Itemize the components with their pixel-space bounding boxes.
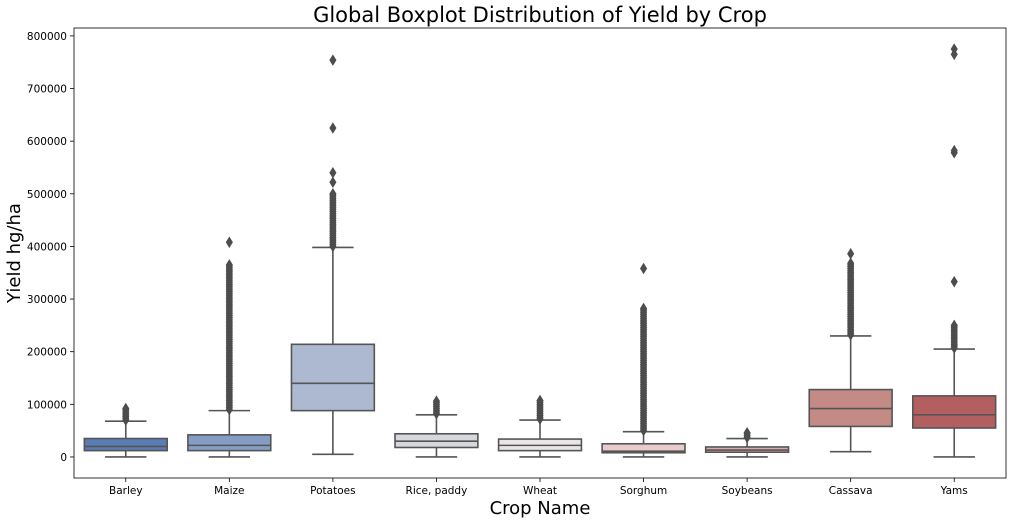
x-tick-label: Rice, paddy: [406, 485, 468, 497]
outlier-point: [950, 275, 958, 288]
outlier-point: [847, 257, 855, 270]
x-tick-label: Barley: [109, 485, 143, 497]
x-tick-label: Yams: [940, 485, 968, 497]
outlier-point: [847, 248, 855, 260]
x-tick-label: Soybeans: [722, 485, 773, 497]
y-tick-label: 200000: [27, 347, 67, 359]
box-iqr: [187, 434, 272, 452]
plot-area: 0 100000 200000 300000 400000 500000 600000 700…: [27, 27, 1007, 497]
y-tick-label: 100000: [27, 399, 67, 411]
y-tick-label: 700000: [27, 84, 67, 96]
x-tick-label: Sorghum: [620, 485, 667, 497]
outlier-point: [432, 395, 440, 407]
box-iqr: [601, 442, 686, 454]
x-tick-label: Wheat: [523, 485, 557, 497]
chart-title: Global Boxplot Distribution of Yield by …: [313, 3, 767, 27]
y-axis-label: Yield hg/ha: [4, 203, 25, 304]
y-tick-label: 0: [60, 452, 67, 464]
outlier-point: [329, 54, 337, 66]
y-tick-label: 800000: [27, 31, 67, 43]
outlier-point: [743, 426, 751, 439]
outlier-point: [225, 259, 233, 271]
outlier-point: [950, 43, 958, 55]
outlier-point: [640, 302, 648, 315]
x-tick-label: Cassava: [829, 485, 873, 497]
box-iqr: [911, 395, 997, 429]
outlier-point: [640, 262, 648, 275]
outlier-point: [122, 402, 130, 415]
y-tick-label: 600000: [27, 136, 67, 148]
outlier-point: [950, 144, 958, 157]
y-tick-label: 300000: [27, 294, 67, 306]
x-tick-label: Potatoes: [310, 485, 355, 497]
y-tick-label: 500000: [27, 189, 67, 201]
outlier-point: [536, 394, 544, 407]
box-iqr: [290, 343, 376, 412]
outlier-point: [225, 236, 233, 248]
box-iqr: [83, 437, 168, 452]
outlier-point: [329, 122, 337, 134]
x-tick-label: Maize: [214, 485, 244, 497]
x-axis-label: Crop Name: [490, 498, 591, 519]
outlier-point: [329, 188, 337, 200]
outlier-point: [329, 166, 337, 179]
outlier-point: [950, 319, 958, 332]
outlier-point: [329, 176, 337, 188]
y-tick-label: 400000: [27, 241, 67, 253]
